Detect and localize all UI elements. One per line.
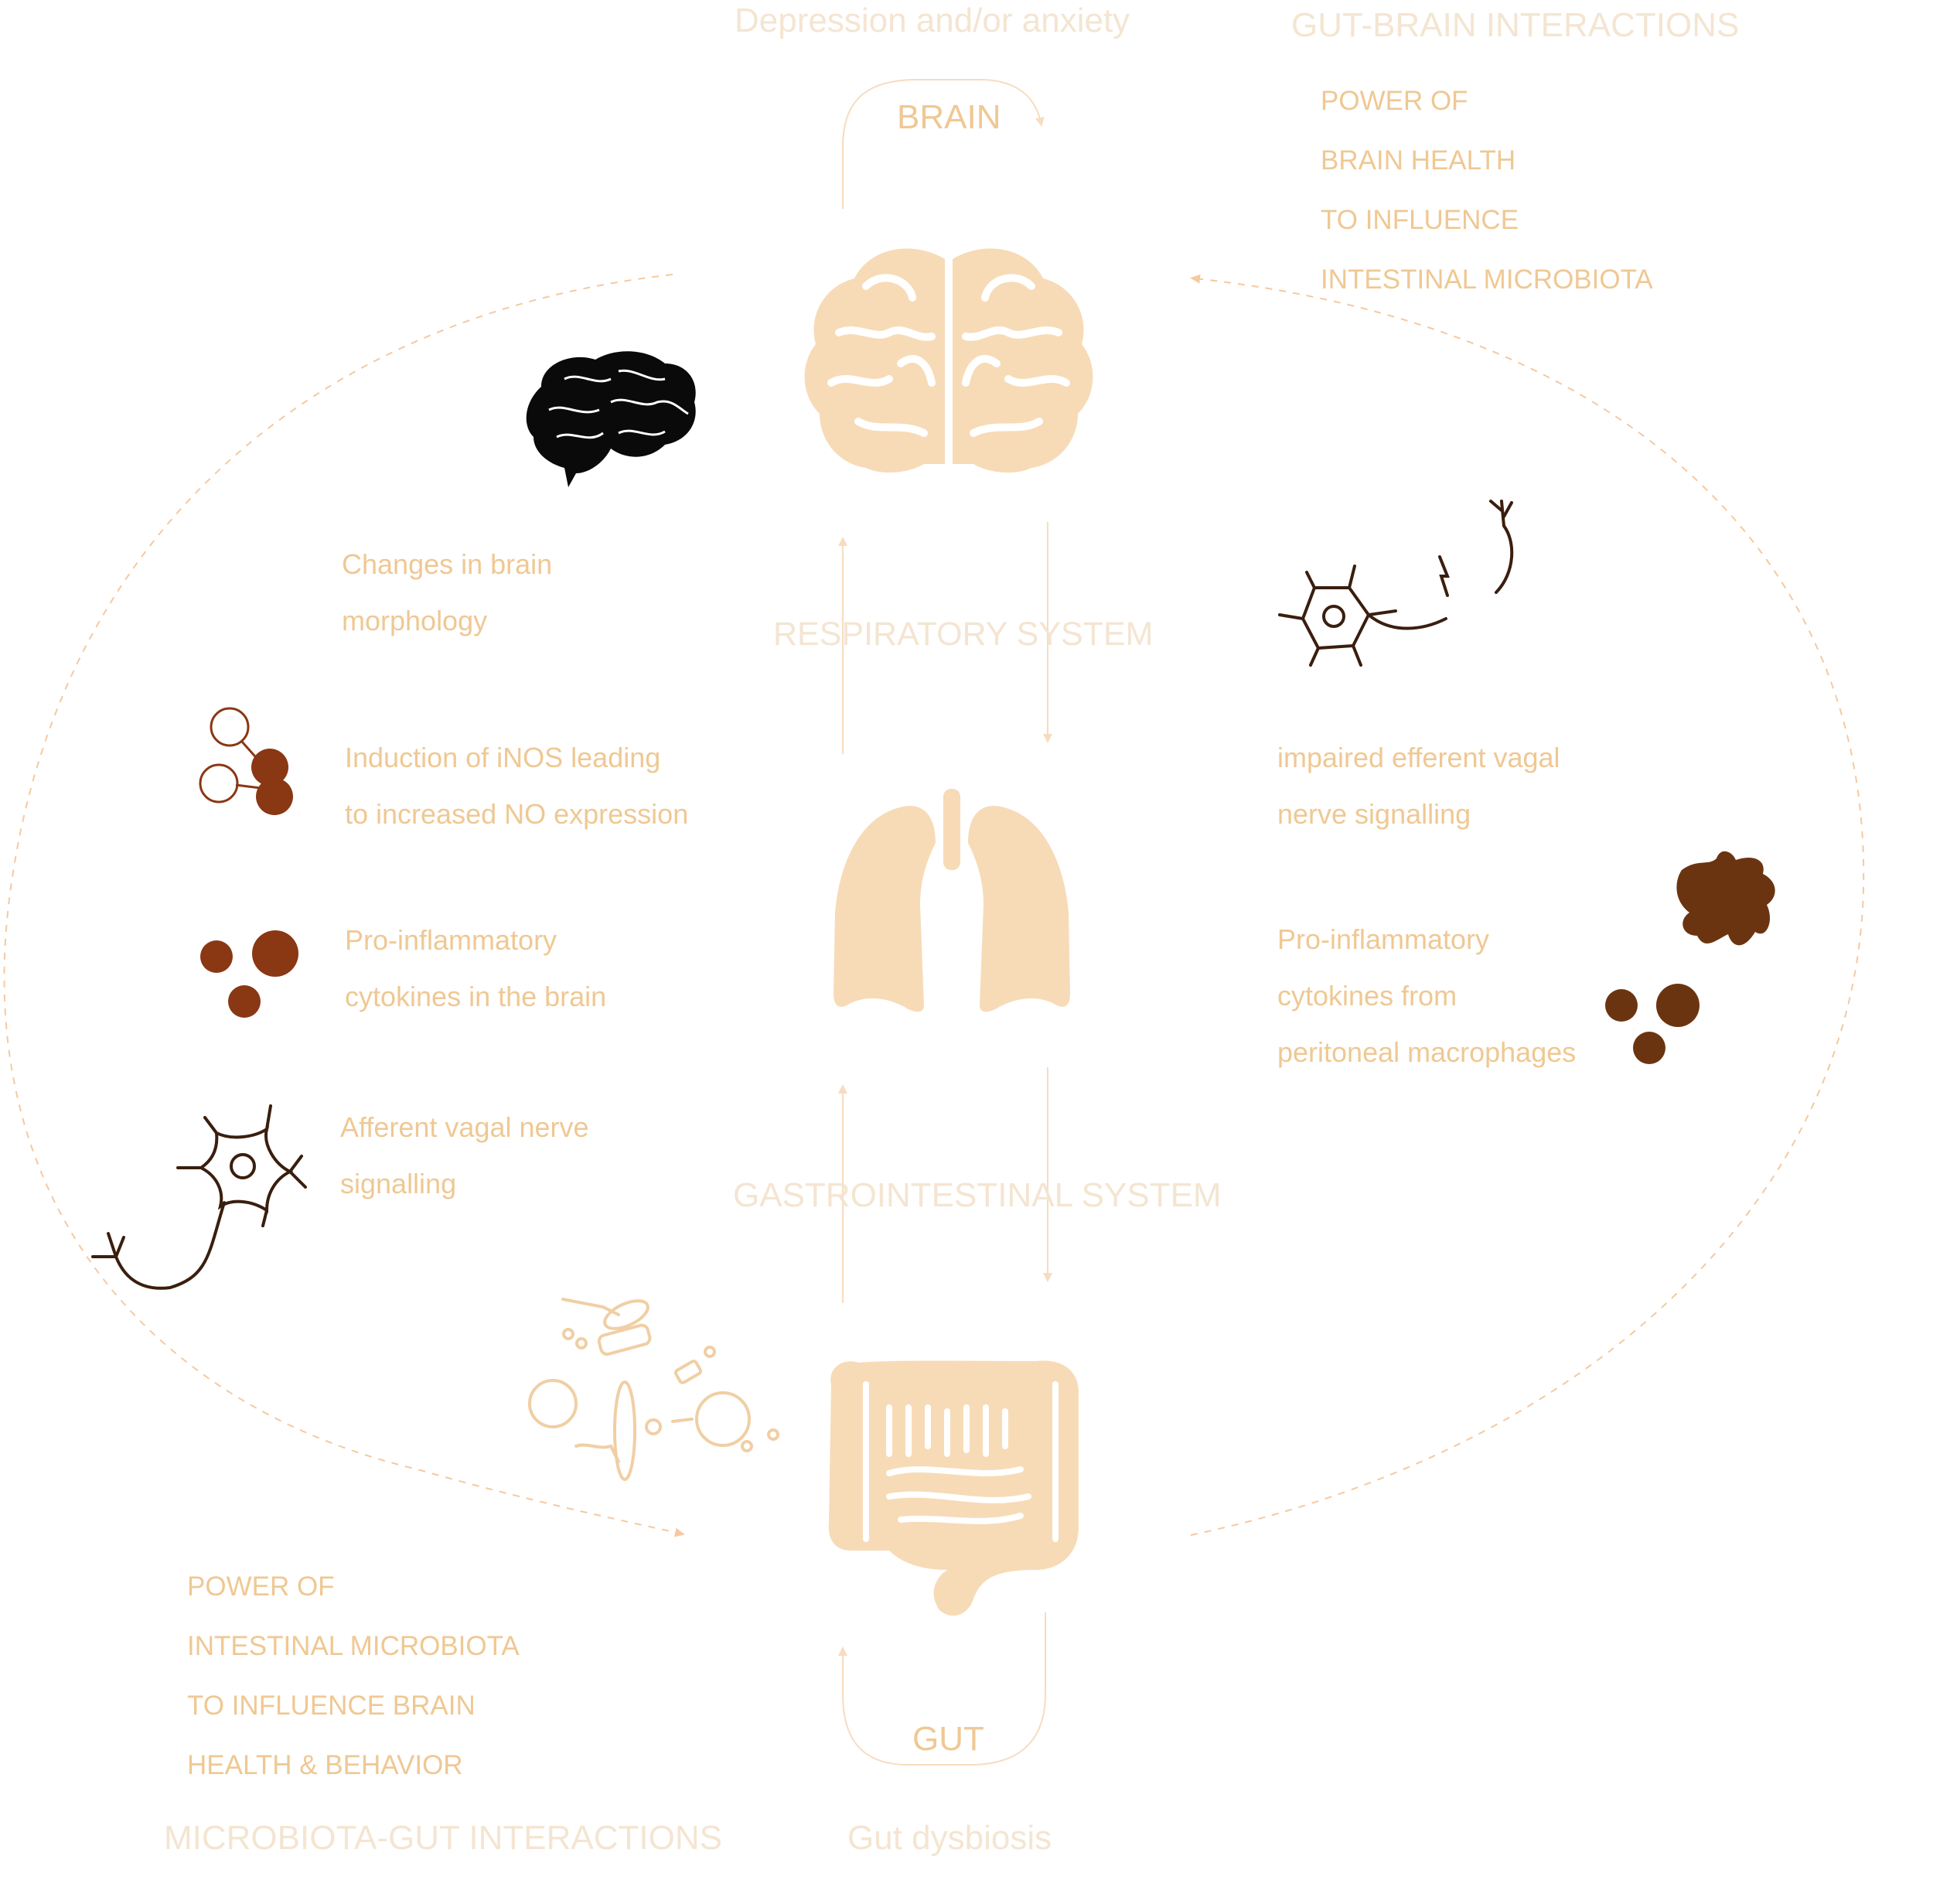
bottom-power-line: TO INFLUENCE BRAIN [187,1691,476,1721]
microbiota-icon [528,1298,779,1481]
cytokine-dots-icon [200,930,298,1018]
right-dashed-loop [1190,274,1865,1536]
afferent-text: Afferent vagal nerve [340,1111,589,1143]
gut-brain-interactions-title: GUT-BRAIN INTERACTIONS [1291,6,1740,44]
inos-molecule-icon [199,707,293,815]
macrophage-icon [1676,851,1775,946]
bottom-power-line: INTESTINAL MICROBIOTA [187,1631,520,1661]
gut-dysbiosis-label: Gut dysbiosis [847,1819,1052,1857]
peritoneal-cytokines-text: peritoneal macrophages [1277,1036,1577,1068]
top-power-line: INTESTINAL MICROBIOTA [1321,264,1653,295]
top-power-line: BRAIN HEALTH [1321,145,1516,176]
lungs-icon [834,789,1070,1012]
inos-text: to increased NO expression [345,798,689,830]
black-brain-icon [526,351,696,487]
efferent-text: nerve signalling [1277,798,1471,830]
gut-label: GUT [912,1720,984,1758]
morphology-text: Changes in brain [342,548,553,580]
bottom-power-line: POWER OF [187,1571,335,1602]
morphology-text: morphology [342,605,488,636]
top-condition-label: Depression and/or anxiety [735,2,1130,39]
peritoneal-cytokines-text: Pro-inflammatory [1277,923,1490,955]
top-power-line: POWER OF [1321,86,1468,116]
efferent-text: impaired efferent vagal [1277,742,1560,773]
afferent-text: signalling [340,1168,457,1199]
peritoneal-cytokine-dots-icon [1605,984,1699,1064]
gastrointestinal-system-label: GASTROINTESTINAL SYSTEM [733,1176,1222,1214]
cytokines-brain-text: cytokines in the brain [345,981,607,1012]
microbiota-gut-interactions-title: MICROBIOTA-GUT INTERACTIONS [164,1819,722,1857]
respiratory-system-label: RESPIRATORY SYSTEM [773,616,1154,653]
brain-label: BRAIN [897,98,1001,136]
cytokines-brain-text: Pro-inflammatory [345,924,557,956]
intestine-icon [828,1360,1079,1616]
gut-bottom-arc [838,1612,1046,1766]
neuron-efferent-icon [1278,500,1514,667]
inos-text: Induction of iNOS leading [345,742,661,773]
top-power-line: TO INFLUENCE [1321,205,1519,235]
brain-top-arc [842,79,1045,209]
bottom-power-line: HEALTH & BEHAVIOR [187,1750,463,1780]
neuron-afferent-icon [91,1104,307,1290]
brain-organ-icon [804,248,1093,473]
peritoneal-cytokines-text: cytokines from [1277,980,1457,1012]
